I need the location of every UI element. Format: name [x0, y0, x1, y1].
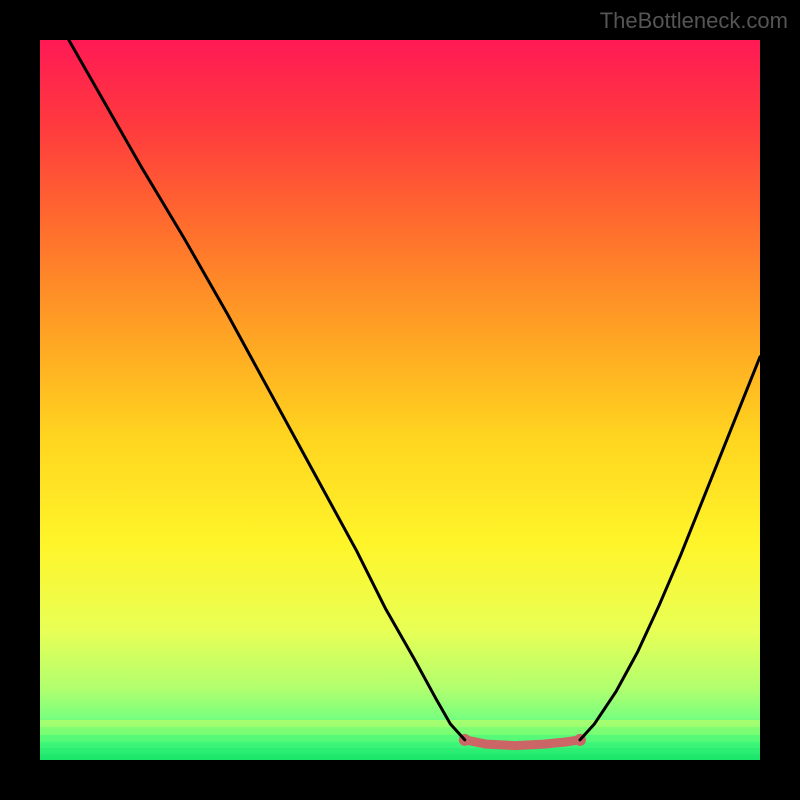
chart-container: TheBottleneck.com: [0, 0, 800, 800]
watermark-text: TheBottleneck.com: [600, 8, 788, 34]
bottleneck-chart: [0, 0, 800, 800]
